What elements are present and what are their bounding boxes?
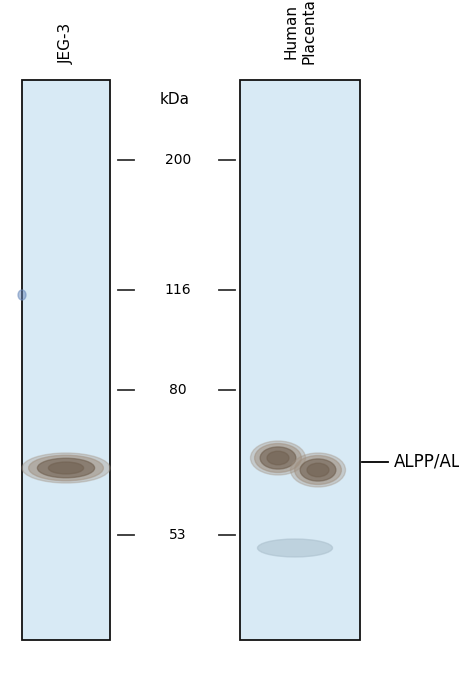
Text: 200: 200 xyxy=(165,153,191,167)
Ellipse shape xyxy=(300,459,336,481)
Ellipse shape xyxy=(291,453,346,487)
Ellipse shape xyxy=(307,463,329,477)
Ellipse shape xyxy=(18,290,26,300)
Text: 116: 116 xyxy=(165,283,191,297)
Ellipse shape xyxy=(22,453,110,483)
Ellipse shape xyxy=(255,443,302,473)
Bar xyxy=(240,80,360,640)
Ellipse shape xyxy=(267,451,289,465)
Ellipse shape xyxy=(37,458,95,477)
Text: 80: 80 xyxy=(169,383,187,397)
Text: 53: 53 xyxy=(169,528,187,542)
Text: ALPP/ALPI: ALPP/ALPI xyxy=(394,453,459,471)
Ellipse shape xyxy=(260,447,296,469)
Bar xyxy=(22,80,110,640)
Ellipse shape xyxy=(48,462,84,474)
Text: JEG-3: JEG-3 xyxy=(58,23,73,64)
Ellipse shape xyxy=(251,441,306,475)
Ellipse shape xyxy=(295,456,341,484)
Text: kDa: kDa xyxy=(160,92,190,107)
Ellipse shape xyxy=(28,456,103,481)
Ellipse shape xyxy=(257,539,332,557)
Text: Human
Placenta: Human Placenta xyxy=(284,0,316,64)
